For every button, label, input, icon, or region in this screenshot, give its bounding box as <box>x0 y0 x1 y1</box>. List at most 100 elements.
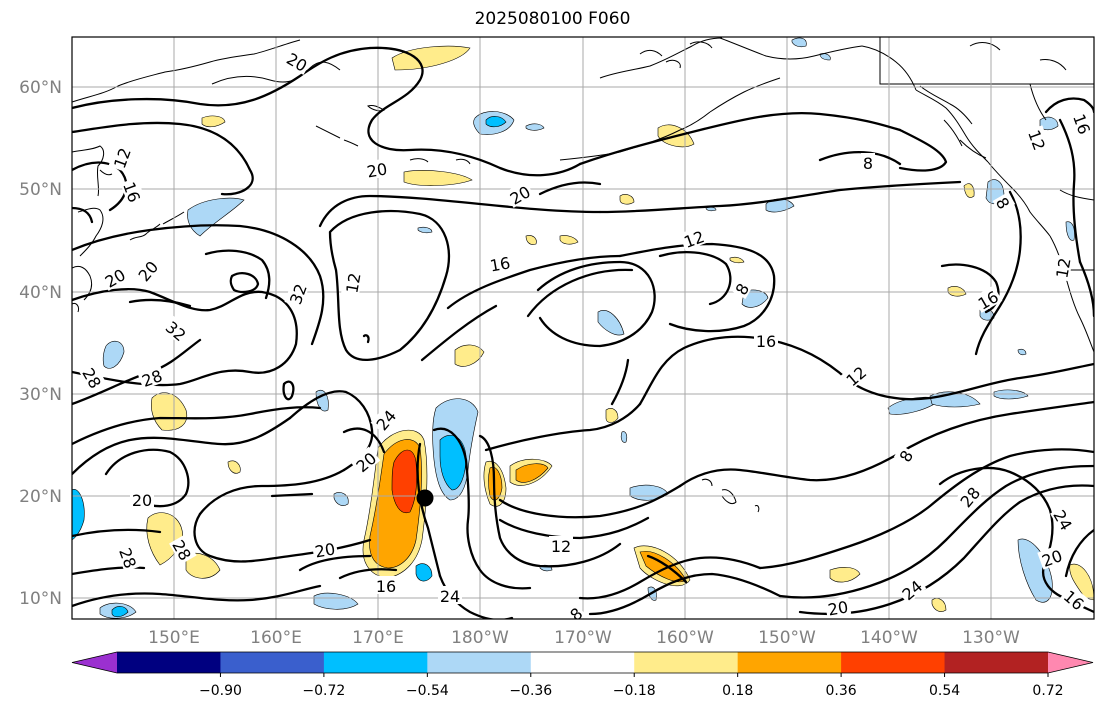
colorbar-segment <box>427 652 532 673</box>
contour-label-gap <box>972 285 1003 313</box>
contour-label-text: 8 <box>863 154 873 173</box>
colorbar-segment <box>530 652 635 673</box>
lat-label: 60°N <box>19 78 62 98</box>
contour-label-gap <box>1051 254 1073 282</box>
contour-label-gap <box>486 252 514 274</box>
latitude-axis: 60°N 50°N 40°N 30°N 20°N 10°N <box>19 78 62 609</box>
contour-label-gap <box>120 177 146 207</box>
contour-label: 20 <box>824 596 852 619</box>
colorbar-extend-low <box>72 652 117 673</box>
contour-label-gap <box>161 315 192 345</box>
contour-label-text: 16 <box>376 577 396 596</box>
contour-label-gap <box>840 360 871 390</box>
contour-label-gap <box>370 404 400 435</box>
colorbar-tick-label: 0.18 <box>722 683 753 699</box>
contour-label-gap <box>99 263 130 291</box>
colorbar-segment <box>737 652 842 673</box>
contour-label-gap <box>284 279 310 309</box>
contour-label-gap <box>132 255 162 286</box>
contour-label: 12 <box>341 269 365 297</box>
contour-label-gap <box>504 180 535 208</box>
contour-label: 12 <box>1051 254 1075 282</box>
contour-label-gap <box>1070 109 1094 139</box>
contour-label-gap <box>374 576 398 594</box>
contour-label-gap <box>896 574 927 604</box>
contour-label-gap <box>729 277 753 300</box>
contour-label-text: 16 <box>488 253 511 275</box>
contour-label-gap <box>438 586 462 604</box>
contour-label-gap <box>1025 125 1051 155</box>
contour-label: 8 <box>729 277 753 300</box>
contour-label-gap <box>861 153 875 171</box>
map-frame <box>71 36 1095 620</box>
contour-label: 20 <box>363 158 391 182</box>
lon-label: 160°W <box>656 628 714 648</box>
contour-label-gap <box>311 538 339 560</box>
contour-label-gap <box>108 143 134 173</box>
contour-label-gap <box>549 536 573 554</box>
contour-label-gap <box>130 490 154 508</box>
lat-label: 10°N <box>19 589 62 609</box>
colorbar-segment <box>220 652 325 673</box>
lon-label: 170°E <box>352 628 404 648</box>
contour-label: 8 <box>893 444 917 467</box>
map-title: 2025080100 F060 <box>474 9 631 29</box>
colorbar-tick-label: 0.72 <box>1032 683 1063 699</box>
contour-label-gap <box>754 331 778 349</box>
contour-label-text: 12 <box>342 271 364 294</box>
colorbar-tick-label: 0.54 <box>929 683 960 699</box>
contour-label-gap <box>341 269 363 297</box>
graticule <box>72 37 1094 619</box>
contour-label-text: 20 <box>826 597 849 619</box>
contour-label: 20 <box>130 490 154 510</box>
contour-label-gap <box>137 364 167 390</box>
contour-label-text: 12 <box>1052 256 1074 279</box>
colorbar: −0.90 −0.72 −0.54 −0.36 −0.18 0.18 0.36 0.54 0.7… <box>71 651 1094 699</box>
lon-label: 150°W <box>758 628 816 648</box>
contour-label-gap <box>282 47 313 75</box>
colorbar-segment <box>841 652 946 673</box>
contour-label: 16 <box>754 331 778 351</box>
colorbar-segment <box>323 652 428 673</box>
isotachs <box>72 46 1094 619</box>
colorbar-extend-high <box>1048 652 1093 673</box>
colorbar-tick-label: −0.18 <box>613 683 656 699</box>
contour-label-gap <box>1050 504 1078 535</box>
contour-label-gap <box>169 534 197 565</box>
contour-label-gap <box>350 446 381 476</box>
longitude-axis: 150°E 160°E 170°E 180°W 170°W 160°W 150°… <box>148 628 1020 648</box>
contour-label: 8 <box>992 191 1016 214</box>
contour-label-text: 24 <box>440 587 460 606</box>
colorbar-outline <box>71 651 1094 674</box>
contour-label: 16 <box>374 576 398 596</box>
colorbar-tick-label: −0.72 <box>302 683 345 699</box>
lat-label: 30°N <box>19 385 62 405</box>
contour-label: 12 <box>679 225 709 252</box>
colorbar-tick-label: −0.36 <box>509 683 552 699</box>
contour-label-text: 12 <box>551 537 571 556</box>
lon-label: 150°E <box>148 628 200 648</box>
colorbar-segment <box>634 652 739 673</box>
lon-label: 130°W <box>962 628 1020 648</box>
colorbar-segment <box>944 652 1049 673</box>
contour-label-gap <box>1037 544 1067 570</box>
contour-label: 12 <box>549 536 573 556</box>
lon-label: 170°W <box>554 628 612 648</box>
lon-label: 140°W <box>860 628 918 648</box>
colorbar-tick-label: −0.54 <box>406 683 449 699</box>
lat-label: 20°N <box>19 487 62 507</box>
contour-label: 16 <box>486 252 514 276</box>
storm-center-marker <box>416 489 434 507</box>
contour-label-text: 20 <box>365 159 388 181</box>
contour-label-gap <box>79 362 107 393</box>
contour-label-gap <box>1059 584 1090 614</box>
colorbar-segment <box>117 652 221 673</box>
lon-label: 180°W <box>451 628 509 648</box>
contour-label: 24 <box>438 586 462 606</box>
contour-label-gap <box>992 191 1016 214</box>
lon-label: 160°E <box>250 628 302 648</box>
contour-label-gap <box>363 158 391 180</box>
contour-label-text: 20 <box>132 491 152 510</box>
contour-label-gap <box>954 481 984 512</box>
